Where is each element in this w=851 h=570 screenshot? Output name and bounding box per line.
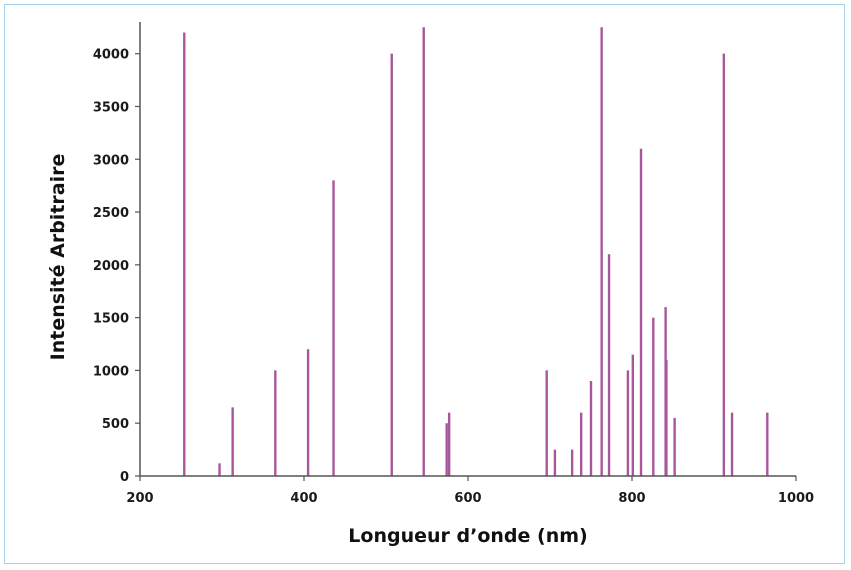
x-tick-label-200: 200 [126,491,153,506]
y-tick-label-0: 0 [120,470,129,485]
bars-group [183,27,769,476]
x-tick-label-800: 800 [618,491,645,506]
y-tick-label-2500: 2500 [93,206,129,221]
y-tick-label-2000: 2000 [93,259,129,274]
y-tick-label-1000: 1000 [93,364,129,379]
x-tick-label-600: 600 [454,491,481,506]
x-ticks-group: 200 400 600 800 1000 [126,476,814,506]
y-tick-label-500: 500 [102,417,129,432]
x-axis-title: Longueur d’onde (nm) [348,525,587,547]
x-tick-label-1000: 1000 [778,491,814,506]
y-tick-label-3000: 3000 [93,153,129,168]
y-tick-label-4000: 4000 [93,48,129,63]
y-tick-label-1500: 1500 [93,312,129,327]
x-tick-label-400: 400 [290,491,317,506]
y-axis-title: Intensité Arbitraire [47,154,69,361]
y-ticks-group: 0 500 1000 1500 2000 2500 3000 3500 4000 [93,48,140,485]
y-tick-label-3500: 3500 [93,100,129,115]
